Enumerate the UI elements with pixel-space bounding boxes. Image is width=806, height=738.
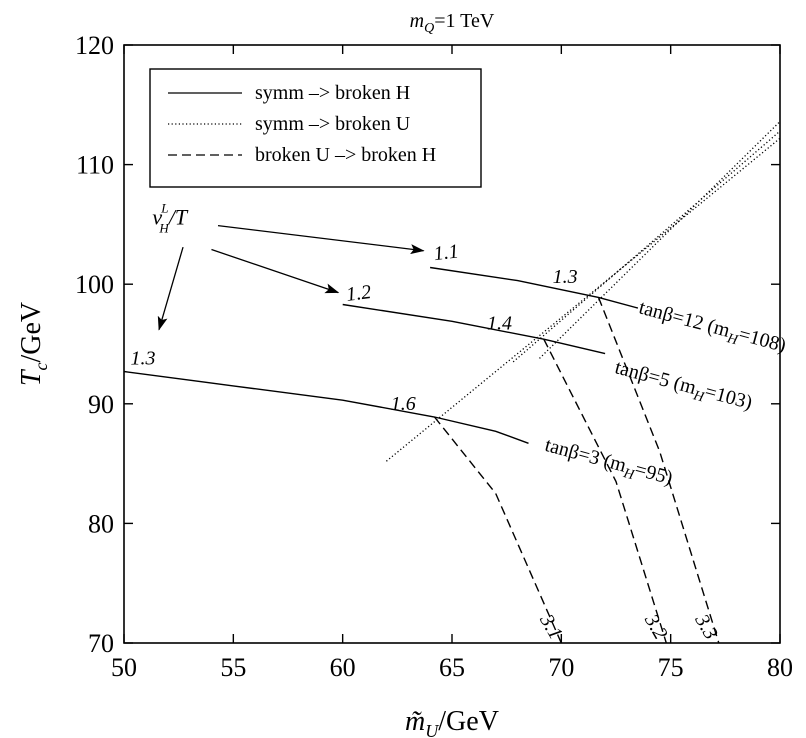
ratio-annotation: 1.2 [345,281,372,306]
x-tick-label: 75 [658,653,684,682]
series-line-dotted [512,130,781,363]
series-group [123,121,781,644]
ratio-annotation: 1.6 [391,393,416,415]
series-line-dotted [539,121,781,359]
y-tick-label: 80 [88,509,114,538]
x-tick-label: 65 [439,653,465,682]
x-tick-label: 60 [330,653,356,682]
legend: symm –> broken H symm –> broken U broken U… [149,68,482,188]
y-tick-label: 100 [75,270,114,299]
series-line-dashed [597,297,720,644]
x-tick-label: 80 [767,653,793,682]
ratio-annotation: 1.1 [432,240,459,265]
series-line-solid [429,266,639,309]
series-line-solid [123,370,529,444]
legend-box [149,68,482,188]
ratio-annotation: 1.3 [553,266,578,288]
legend-label: symm –> broken H [255,82,410,104]
legend-label: symm –> broken U [255,113,411,135]
x-axis-title: m̃U/GeV [405,706,499,738]
ratio-annotation: 3.2 [640,610,672,644]
x-tick-label: 50 [111,653,137,682]
pointer-arrow [211,248,340,294]
pointer-arrow [157,246,184,331]
ratio-label: vL H/T [152,200,189,235]
curve-label: tanβ=12 (mH=108) [636,296,789,360]
y-tick-label: 90 [88,390,114,419]
axis-ticks: 50 55 60 65 70 75 80 70 80 90 100 110 120 [75,31,793,682]
curve-label: tanβ=3 (mH=95) [542,434,675,493]
series-line-dashed [543,338,667,644]
axis-titles: m̃U/GeV Tc/GeV [16,302,499,738]
series-line-dashed [433,416,562,644]
y-tick-label: 110 [76,151,114,180]
x-tick-label: 55 [220,653,246,682]
chart-title-text: mQ=1 TeV [410,10,495,36]
curve-label: tanβ=5 (mH=103) [611,356,754,418]
y-tick-label: 70 [88,629,114,658]
ratio-annotation: 1.4 [487,313,512,335]
y-axis-title: Tc/GeV [16,302,51,386]
ratio-annotation: 3.3 [690,610,722,644]
x-tick-label: 70 [548,653,574,682]
chart-title: mQ=1 TeV [410,10,495,36]
y-tick-label: 120 [75,31,114,60]
legend-label: broken U –> broken H [255,144,436,166]
pointer-arrow [217,224,425,255]
series-line-solid [342,303,606,355]
ratio-annotation: 1.3 [131,347,156,369]
